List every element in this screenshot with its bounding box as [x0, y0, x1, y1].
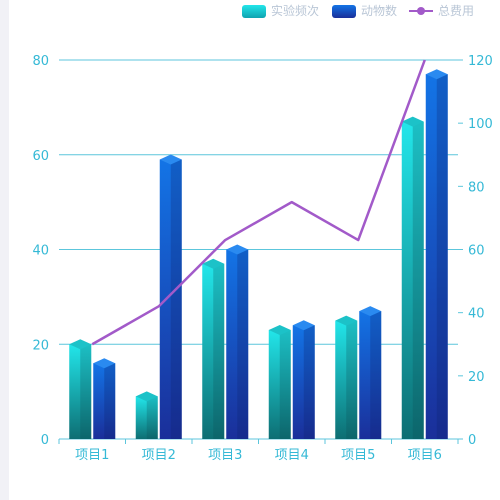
- bar-动物数: [359, 306, 382, 439]
- combo-chart: 0 20 40 60 80 0 20 40 60 80 100 120 项目1 项目2 项目3 项目4 项目5 项…: [32, 3, 493, 463]
- legend-swatch: [242, 5, 266, 18]
- bar-实验频次: [401, 116, 424, 440]
- legend-label: 动物数: [361, 3, 397, 18]
- y-right-tick-label: 100: [468, 117, 493, 132]
- x-tick-label: 项目2: [142, 448, 176, 463]
- bar-动物数: [226, 244, 249, 439]
- legend-label: 总费用: [438, 4, 474, 18]
- bar-实验频次: [335, 315, 358, 439]
- y-right-tick-label: 60: [468, 244, 485, 259]
- bar-实验频次: [202, 258, 225, 439]
- bar-实验频次: [69, 339, 92, 439]
- x-tick-label: 项目5: [341, 448, 375, 463]
- y-left-tick-label: 0: [41, 433, 49, 448]
- bar-动物数: [93, 358, 116, 439]
- y-left-tick-label: 40: [32, 244, 49, 259]
- legend-label: 实验频次: [271, 3, 319, 18]
- legend-item: 实验频次: [242, 3, 319, 18]
- y-right-tick-label: 0: [468, 433, 476, 448]
- bar-动物数: [292, 320, 315, 439]
- x-tick-label: 项目3: [208, 448, 242, 463]
- y-right-tick-label: 120: [468, 54, 493, 69]
- x-tick-label: 项目4: [275, 448, 309, 463]
- bar-动物数: [159, 154, 182, 440]
- bar-实验频次: [268, 325, 291, 439]
- y-left-tick-label: 80: [32, 54, 49, 69]
- y-left-tick-label: 60: [32, 149, 49, 164]
- x-tick-label: 项目1: [75, 448, 109, 463]
- bar-动物数: [425, 69, 448, 440]
- y-right-tick-label: 80: [468, 180, 485, 195]
- y-right-tick-label: 40: [468, 307, 485, 322]
- y-left-tick-label: 20: [32, 338, 49, 353]
- x-tick-label: 项目6: [408, 448, 442, 463]
- chart-page: 0 20 40 60 80 0 20 40 60 80 100 120 项目1 项目2 项目3 项目4 项目5 项…: [9, 0, 500, 500]
- legend-line-marker: [417, 7, 425, 15]
- line-series-总费用: [91, 59, 426, 346]
- legend-item: 动物数: [332, 3, 397, 18]
- legend-item: 总费用: [409, 4, 474, 18]
- bar-实验频次: [135, 391, 158, 439]
- y-right-tick-label: 20: [468, 370, 485, 385]
- legend-swatch: [332, 5, 356, 18]
